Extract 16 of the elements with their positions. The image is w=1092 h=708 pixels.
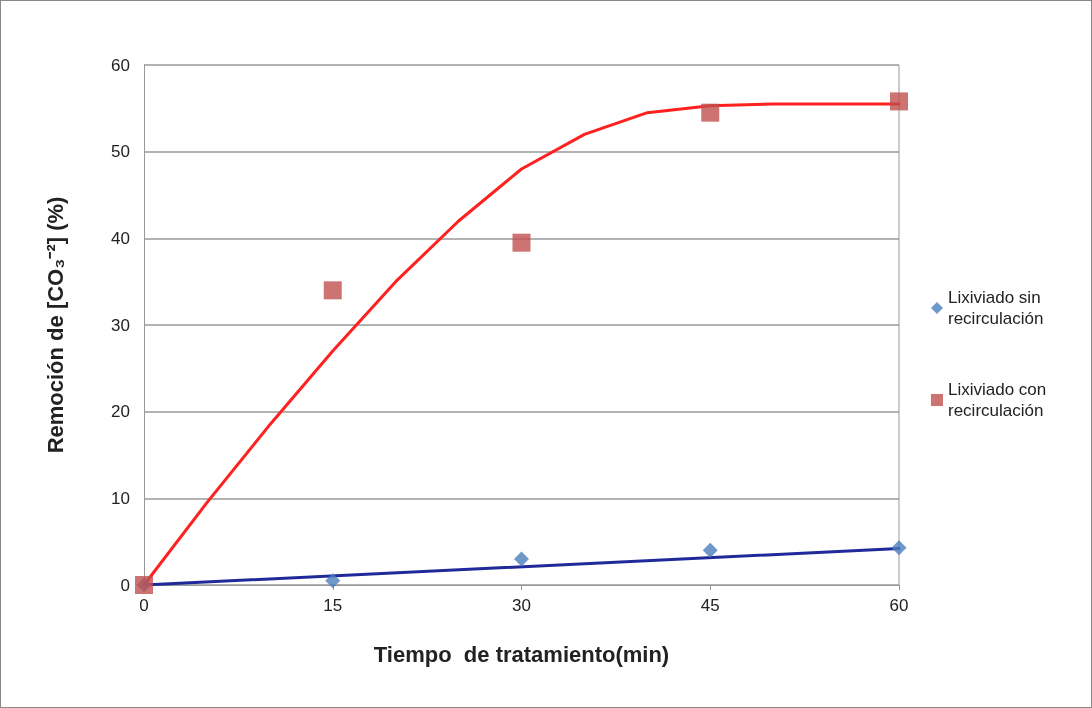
y-tick-label: 10 <box>111 488 130 508</box>
y-tick-label: 0 <box>120 575 130 595</box>
y-tick-label: 30 <box>111 315 130 335</box>
y-tick-label: 60 <box>111 55 130 75</box>
y-tick-label: 50 <box>111 142 130 162</box>
y-axis-title: Remoción de [CO₃⁻²] (%) <box>42 196 68 454</box>
x-tick-label: 30 <box>512 596 531 615</box>
x-tick-label: 60 <box>889 596 909 615</box>
legend-label: Lixiviado con recirculación <box>948 380 1052 420</box>
legend-label: Lixiviado sin recirculación <box>948 288 1046 328</box>
y-tick-label: 40 <box>111 228 130 248</box>
x-tick-label: 0 <box>139 596 149 615</box>
x-axis-title: Tiempo de tratamiento(min) <box>373 641 670 667</box>
y-tick-label: 20 <box>111 402 130 422</box>
x-tick-label: 15 <box>323 596 343 615</box>
x-tick-label: 45 <box>700 596 720 615</box>
